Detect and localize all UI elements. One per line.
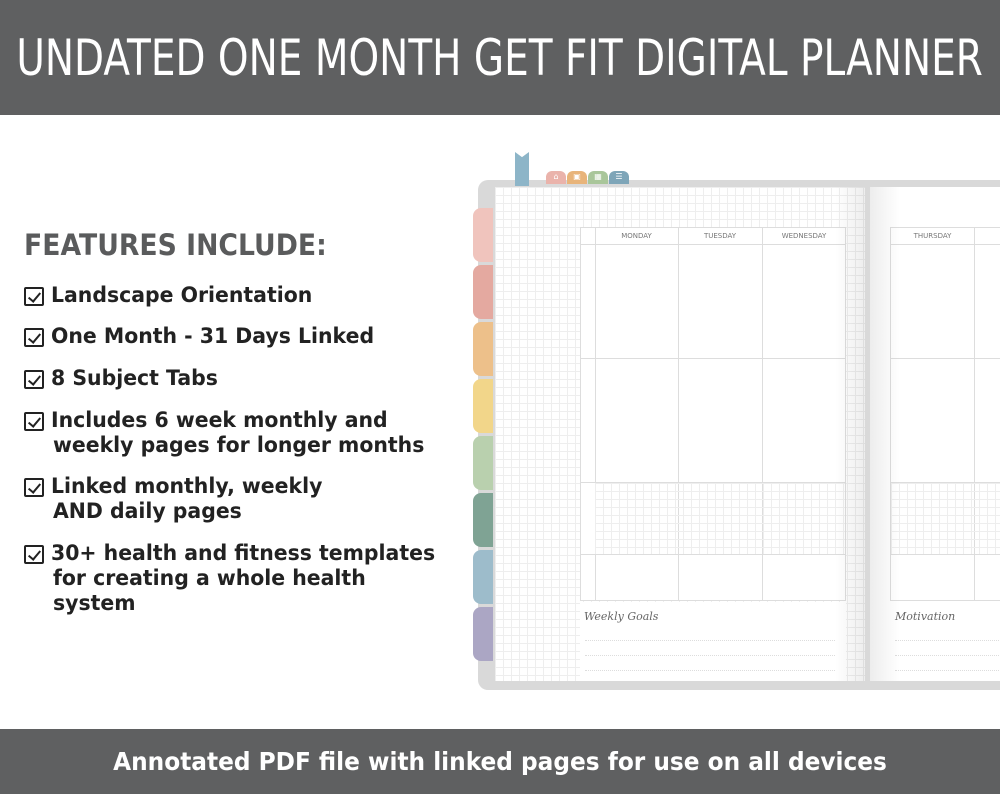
banner-header: UNDATED ONE MONTH GET FIT DIGITAL PLANNE… <box>0 0 1000 115</box>
subject-tab-3[interactable] <box>473 322 493 376</box>
features-title: FEATURES INCLUDE: <box>24 228 327 262</box>
subject-tab-2[interactable] <box>473 265 493 319</box>
feature-item: Includes 6 week monthly and weekly pages … <box>24 408 444 458</box>
checkbox-checked-icon <box>24 328 44 347</box>
subject-tab-5[interactable] <box>473 436 493 490</box>
subject-tab-8[interactable] <box>473 607 493 661</box>
feature-text: 30+ health and fitness templates <box>51 541 436 566</box>
page-title: UNDATED ONE MONTH GET FIT DIGITAL PLANNE… <box>16 28 984 87</box>
bookmark-ribbon-icon <box>515 152 529 186</box>
day-header: THURSDAY <box>913 232 952 240</box>
feature-text: 8 Subject Tabs <box>51 366 218 391</box>
checkbox-checked-icon <box>24 370 44 389</box>
feature-item: 30+ health and fitness templates for crea… <box>24 541 455 616</box>
feature-text: system <box>53 591 136 616</box>
feature-text: Landscape Orientation <box>51 283 313 308</box>
list-icon[interactable]: ☰ <box>609 171 629 184</box>
feature-text: Includes 6 week monthly and <box>51 408 388 433</box>
feature-text: weekly pages for longer months <box>53 433 425 458</box>
motivation-label: Motivation <box>895 610 956 623</box>
day-header: TUESDAY <box>703 232 737 240</box>
subject-tab-6[interactable] <box>473 493 493 547</box>
feature-item: Linked monthly, weekly AND daily pages <box>24 474 337 524</box>
checkbox-checked-icon <box>24 287 44 306</box>
feature-text: for creating a whole health <box>53 566 366 591</box>
week-table: THURSDAY <box>890 227 1000 601</box>
feature-text: Linked monthly, weekly <box>51 474 323 499</box>
feature-text: AND daily pages <box>53 499 242 524</box>
banner-footer: Annotated PDF file with linked pages for… <box>0 729 1000 794</box>
checkbox-checked-icon <box>24 412 44 431</box>
feature-item: Landscape Orientation <box>24 283 326 308</box>
weekly-goals-label: Weekly Goals <box>584 610 659 623</box>
subject-tab-4[interactable] <box>473 379 493 433</box>
calendar-icon[interactable]: ▣ <box>567 171 587 184</box>
footer-text: Annotated PDF file with linked pages for… <box>113 747 887 776</box>
checkbox-checked-icon <box>24 545 44 564</box>
feature-text: One Month - 31 Days Linked <box>51 324 375 349</box>
day-header: MONDAY <box>621 232 652 240</box>
grid-icon[interactable]: ▦ <box>588 171 608 184</box>
home-icon[interactable]: ⌂ <box>546 171 566 184</box>
subject-tab-7[interactable] <box>473 550 493 604</box>
planner-preview: ⌂ ▣ ▦ ☰ MONDAY TUESDAY WEDNESDAY Weekly Goa… <box>473 152 1000 690</box>
feature-item: 8 Subject Tabs <box>24 366 227 391</box>
left-page: MONDAY TUESDAY WEDNESDAY Weekly Goals <box>495 187 865 681</box>
feature-item: One Month - 31 Days Linked <box>24 324 391 349</box>
checkbox-checked-icon <box>24 478 44 497</box>
day-header: WEDNESDAY <box>781 232 827 240</box>
subject-tab-1[interactable] <box>473 208 493 262</box>
week-table: MONDAY TUESDAY WEDNESDAY <box>580 227 846 601</box>
right-page: THURSDAY Motivation <box>870 187 1000 681</box>
